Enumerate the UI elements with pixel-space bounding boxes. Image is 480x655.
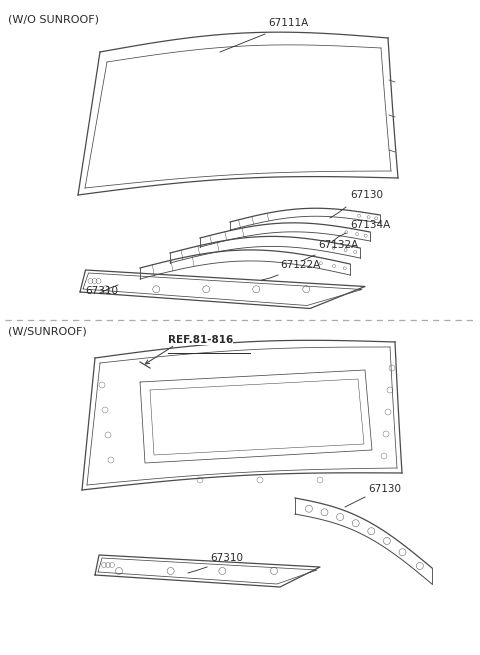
Text: 67130: 67130 (350, 190, 383, 200)
Text: 67111A: 67111A (268, 18, 308, 28)
Text: 67122A: 67122A (280, 260, 320, 270)
Text: (W/O SUNROOF): (W/O SUNROOF) (8, 14, 99, 24)
Text: 67130: 67130 (368, 484, 401, 494)
Text: REF.81-816: REF.81-816 (168, 335, 233, 345)
Text: 67310: 67310 (210, 553, 243, 563)
Text: 67134A: 67134A (350, 220, 390, 230)
Text: 67310: 67310 (85, 286, 118, 296)
Text: 67132A: 67132A (318, 240, 358, 250)
Text: (W/SUNROOF): (W/SUNROOF) (8, 327, 87, 337)
